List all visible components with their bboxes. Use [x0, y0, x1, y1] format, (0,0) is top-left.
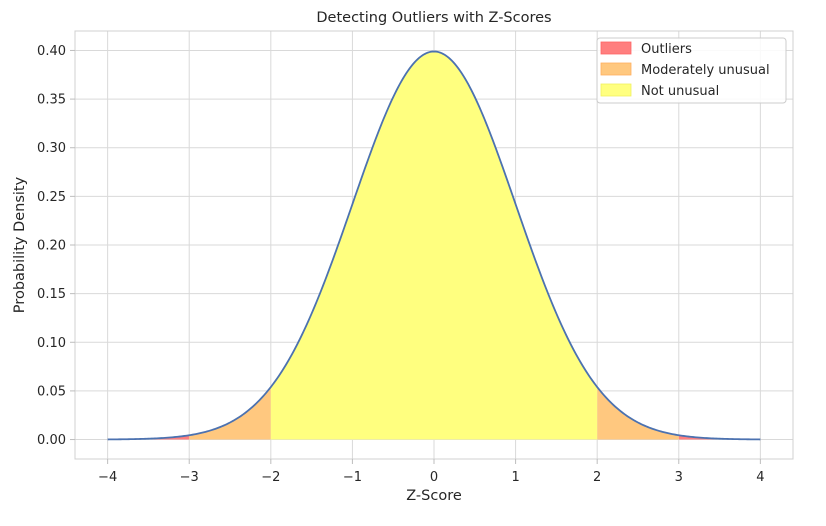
area-not-unusual	[270, 51, 598, 440]
curve-layer	[107, 50, 761, 441]
y-axis-label: Probability Density	[12, 176, 28, 313]
fill-layer	[107, 51, 761, 440]
legend: Outliers Moderately unusual Not unusual	[596, 37, 787, 104]
density-curve	[107, 50, 761, 441]
y-tick-label: 0.05	[37, 384, 66, 399]
y-tick-label: 0.15	[37, 287, 66, 302]
y-tick-label: 0.20	[37, 239, 66, 254]
x-tick-label: 3	[675, 470, 683, 485]
y-tick-label: 0.25	[37, 190, 66, 205]
legend-label-outliers: Outliers	[641, 42, 692, 57]
x-tick-label: −1	[343, 470, 362, 485]
y-tick-label: 0.40	[37, 44, 66, 59]
x-axis-label: Z-Score	[406, 488, 462, 504]
chart-title: Detecting Outliers with Z-Scores	[316, 10, 551, 26]
x-tick-label: 2	[593, 470, 601, 485]
x-tick-label: −2	[261, 470, 280, 485]
x-tick-label: −4	[98, 470, 117, 485]
legend-swatch-moderately-unusual	[600, 62, 632, 76]
area-moderately-unusual	[189, 387, 271, 440]
legend-label-moderately-unusual: Moderately unusual	[641, 63, 770, 78]
legend-swatch-outliers	[600, 41, 632, 55]
y-tick-label: 0.35	[37, 93, 66, 108]
legend-label-not-unusual: Not unusual	[641, 84, 719, 99]
area-moderately-unusual	[597, 387, 679, 440]
tick-layer: −4 −3 −2 −1 0 1 2 3 4 0.00 0.05 0.10 0.15 0.20 0.25 0.3…	[37, 44, 764, 485]
y-tick-label: 0.00	[37, 433, 66, 448]
x-tick-label: 0	[430, 470, 438, 485]
legend-swatch-not-unusual	[600, 83, 632, 97]
x-tick-label: 1	[511, 470, 519, 485]
x-tick-label: 4	[756, 470, 764, 485]
legend-frame	[596, 37, 787, 104]
y-tick-label: 0.30	[37, 141, 66, 156]
y-tick-label: 0.10	[37, 336, 66, 351]
x-tick-label: −3	[180, 470, 199, 485]
